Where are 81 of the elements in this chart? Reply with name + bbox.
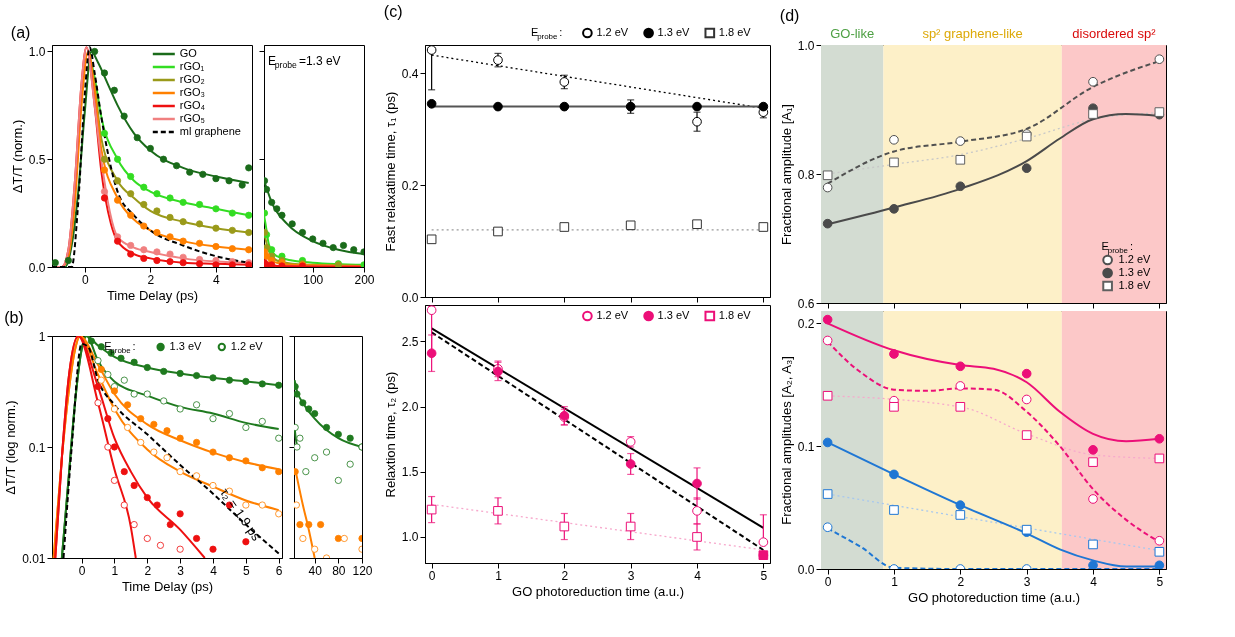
legend-label: rGO₃ <box>179 86 206 98</box>
y-axis-title: Fractional amplitude [A₁] <box>778 104 794 245</box>
y-tick-label: 0.0 <box>401 290 419 305</box>
y-tick-label: 0.1 <box>28 440 46 455</box>
x-tick-label: 4 <box>213 272 221 287</box>
y-axis-title: Relaxtion time, τ₂ (ps) <box>382 371 398 498</box>
x-axis-title: Time Delay (ps) <box>121 578 214 594</box>
y-tick-label: 0.0 <box>797 562 815 577</box>
y-tick-label: 0.2 <box>401 178 419 193</box>
y-tick-label: 2.5 <box>401 334 419 349</box>
x-axis-title: GO photoreduction time (a.u.) <box>908 589 1080 605</box>
x-tick-label: 40 <box>308 563 323 578</box>
legend-label: 1.3 eV <box>1118 266 1152 278</box>
legend-label: 1.2 eV <box>596 309 629 321</box>
x-tick-label: 1 <box>495 568 503 583</box>
band-label: GO-like <box>830 26 875 41</box>
legend-label: 1.3 eV <box>169 340 203 352</box>
x-tick-label: 1 <box>891 574 899 589</box>
x-tick-label: 4 <box>210 563 218 578</box>
legend-label: 1.2 eV <box>596 26 629 38</box>
band-label: disordered sp² <box>1072 26 1157 41</box>
legend-label: rGO₅ <box>179 112 206 124</box>
legend-label: 1.3 eV <box>657 26 691 38</box>
legend-label: 1.8 eV <box>718 309 752 321</box>
x-tick-label: 2 <box>147 272 155 287</box>
y-tick-label: 1.0 <box>797 38 815 53</box>
chart-title: (d) <box>779 6 800 24</box>
y-tick-label: 1.0 <box>28 44 46 59</box>
x-tick-label: 3 <box>627 568 635 583</box>
x-axis-title: GO photoreduction time (a.u.) <box>512 583 684 599</box>
y-tick-label: 0.1 <box>797 439 815 454</box>
legend-label: rGO₄ <box>179 99 206 111</box>
x-tick-label: 0 <box>428 568 436 583</box>
chart-title: (a) <box>10 23 31 41</box>
band-label: sp² graphene-like <box>922 26 1023 41</box>
legend-label: 1.3 eV <box>657 309 691 321</box>
x-tick-label: 0 <box>78 563 86 578</box>
x-tick-label: 2 <box>561 568 569 583</box>
legend-label: rGO₁ <box>179 60 205 72</box>
x-tick-label: 5 <box>760 568 768 583</box>
y-tick-label: 0.6 <box>797 296 815 311</box>
y-tick-label: 0.8 <box>797 167 815 182</box>
x-axis-title: Time Delay (ps) <box>106 287 199 303</box>
x-tick-label: 6 <box>275 563 283 578</box>
x-tick-label: 5 <box>243 563 251 578</box>
x-tick-label: 0 <box>824 574 832 589</box>
legend-label: GO <box>179 47 198 59</box>
chart-title: (b) <box>4 308 24 326</box>
x-tick-label: 100 <box>303 272 324 287</box>
legend-label: 1.2 eV <box>230 340 264 352</box>
x-tick-label: 200 <box>354 272 375 287</box>
y-axis-title: ΔT/T (log norm.) <box>3 400 19 495</box>
chart-title: (c) <box>383 3 403 21</box>
x-tick-label: 0 <box>81 272 89 287</box>
y-tick-label: 0.2 <box>797 316 815 331</box>
y-tick-label: 0.01 <box>22 551 46 566</box>
legend-label: ml graphene <box>179 125 241 137</box>
x-tick-label: 80 <box>332 563 346 578</box>
y-tick-label: 1 <box>38 329 46 344</box>
y-axis-title: ΔT/T (norm.) <box>9 119 25 194</box>
legend-label: 1.2 eV <box>1118 253 1152 265</box>
x-tick-label: 5 <box>1156 574 1164 589</box>
x-tick-label: 120 <box>352 563 373 578</box>
y-tick-label: 2.0 <box>401 400 419 415</box>
x-tick-label: 4 <box>1090 574 1098 589</box>
x-tick-label: 2 <box>957 574 965 589</box>
y-tick-label: 0.0 <box>28 260 46 275</box>
x-tick-label: 2 <box>144 563 152 578</box>
y-tick-label: 1.0 <box>401 530 419 545</box>
y-tick-label: 0.4 <box>401 66 419 81</box>
x-tick-label: 3 <box>177 563 185 578</box>
x-tick-label: 4 <box>694 568 702 583</box>
y-axis-title: Fractional amplitudes [A₂, A₃] <box>778 356 794 525</box>
x-tick-label: 1 <box>111 563 119 578</box>
legend-label: 1.8 eV <box>718 26 752 38</box>
legend-label: 1.8 eV <box>1118 279 1152 291</box>
legend-label: rGO₂ <box>179 73 205 85</box>
y-tick-label: 1.5 <box>401 465 419 480</box>
y-tick-label: 0.5 <box>28 152 46 167</box>
y-axis-title: Fast relaxatime time, τ₁ (ps) <box>382 91 398 252</box>
x-tick-label: 3 <box>1023 574 1031 589</box>
